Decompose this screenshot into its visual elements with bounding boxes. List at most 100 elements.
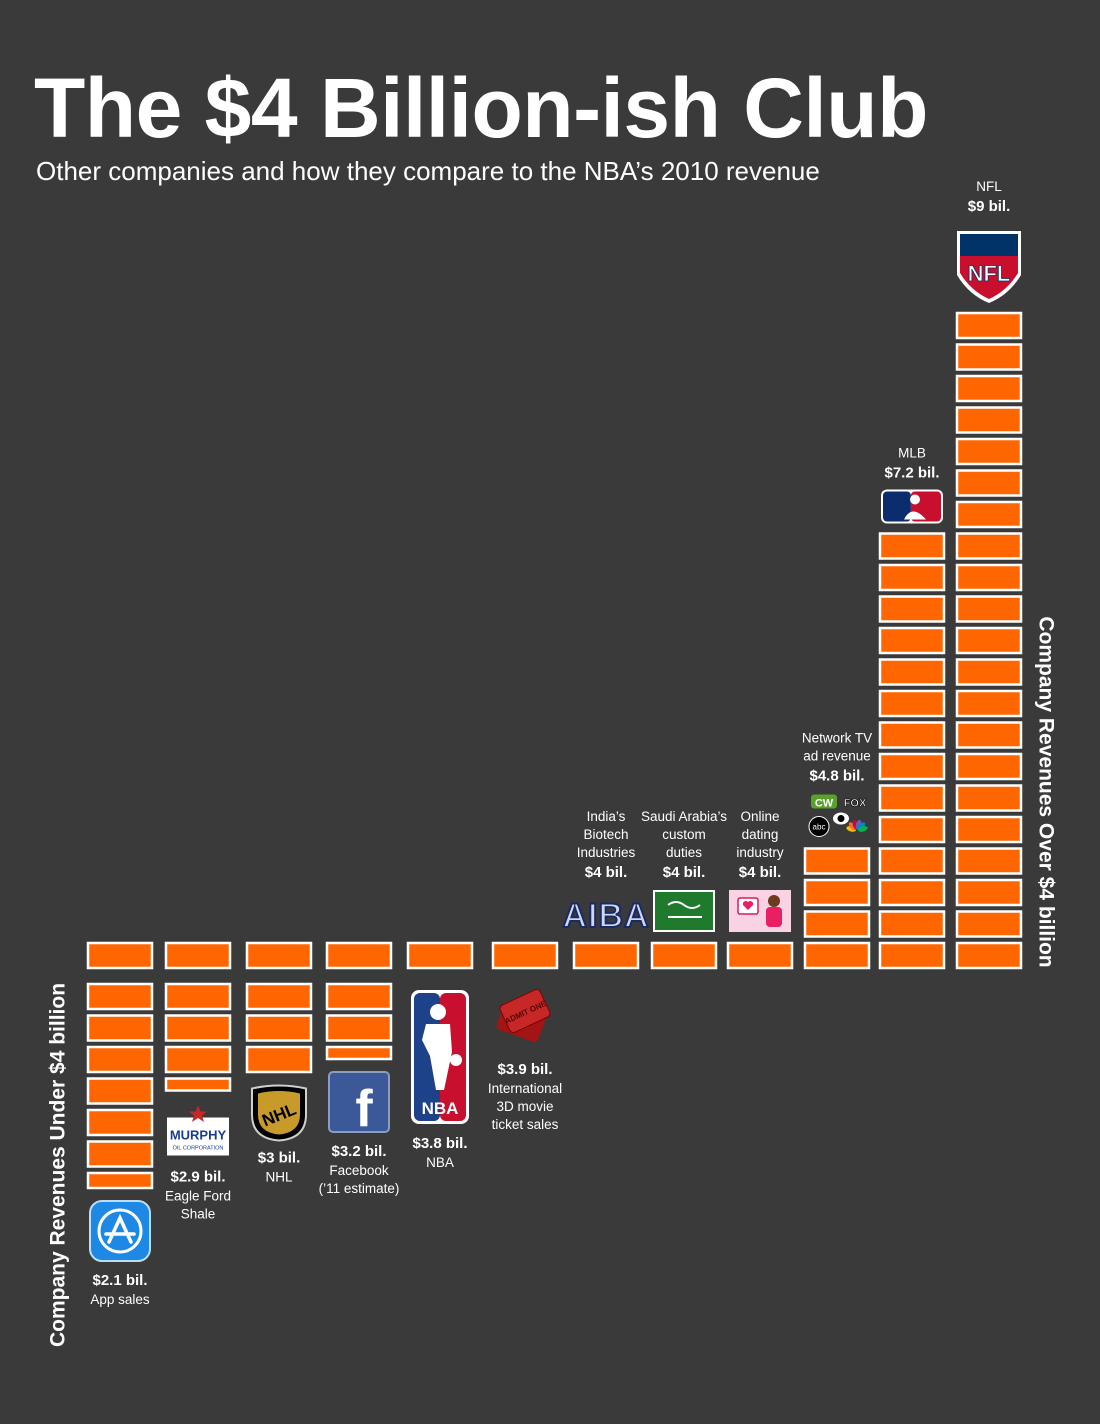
category-label: Shale xyxy=(181,1207,216,1222)
bar-segment xyxy=(955,910,1023,938)
bar-segment xyxy=(245,1045,313,1074)
category-label: 3D movie xyxy=(496,1099,553,1114)
bar-segment xyxy=(955,658,1023,686)
bar-segment xyxy=(325,982,393,1011)
bar-segment xyxy=(878,595,946,623)
bar-segment xyxy=(572,941,640,970)
bar-segment xyxy=(325,941,393,970)
bar-segment xyxy=(164,1077,232,1092)
category-label: duties xyxy=(666,845,702,860)
chart-subtitle: Other companies and how they compare to … xyxy=(36,156,820,186)
movie-ticket-icon: ADMIT ONE xyxy=(496,988,551,1043)
bar-segment xyxy=(164,1045,232,1074)
bar-segment xyxy=(803,941,871,970)
category-label: Saudi Arabia’s xyxy=(641,809,727,824)
value-label: $4 bil. xyxy=(585,864,628,881)
bar-5: ADMIT ONE $3.9 bil. International 3D movie t… xyxy=(488,941,562,1132)
bar-segment xyxy=(878,878,946,907)
bar-4: NBA $3.8 bil. NBA xyxy=(406,941,474,1170)
bar-segment xyxy=(878,941,946,970)
bar-segment xyxy=(955,311,1023,340)
bar-segment xyxy=(955,374,1023,403)
nba-logo: NBA xyxy=(411,990,469,1124)
bar-segment xyxy=(245,1014,313,1042)
value-label: $3 bil. xyxy=(258,1150,301,1167)
category-label: NBA xyxy=(426,1155,454,1170)
bar-segment xyxy=(491,941,559,970)
bar-segment xyxy=(955,721,1023,749)
bar-segment xyxy=(878,847,946,875)
bar-segment xyxy=(325,1045,393,1061)
bar-7: $4 bil. duties custom Saudi Arabia’s xyxy=(641,809,727,970)
saudi-flag-icon xyxy=(653,890,715,932)
bar-segment xyxy=(955,847,1023,875)
bar-segment xyxy=(878,721,946,749)
category-label: India’s xyxy=(587,809,626,824)
nhl-logo: NHL xyxy=(251,1084,307,1142)
category-label: Online xyxy=(740,809,779,824)
category-label: (’11 estimate) xyxy=(319,1181,400,1196)
category-label: Facebook xyxy=(329,1163,389,1178)
bar-segment xyxy=(878,658,946,686)
bar-2: NHL $3 bil. NHL xyxy=(245,941,313,1185)
bar-segment xyxy=(878,752,946,781)
bar-segment xyxy=(86,1014,154,1042)
category-label: App sales xyxy=(90,1292,150,1307)
category-label: dating xyxy=(742,827,779,842)
abc-logo: abc xyxy=(813,823,826,832)
bar-segment xyxy=(955,563,1023,592)
category-label: International xyxy=(488,1081,562,1096)
murphy-logo-subtext: OIL CORPORATION xyxy=(173,1146,224,1152)
nba-logo-text: NBA xyxy=(422,1099,459,1118)
bar-segment xyxy=(245,941,313,970)
axis-label-over: Company Revenues Over $4 billion xyxy=(1034,616,1058,968)
bar-segment xyxy=(86,1045,154,1074)
bar-10: $7.2 bil. MLB xyxy=(878,446,946,970)
category-label: Industries xyxy=(577,845,636,860)
value-label: $4 bil. xyxy=(739,864,782,881)
category-label: NHL xyxy=(265,1170,292,1185)
bar-segment xyxy=(86,1171,154,1190)
value-label: $3.8 bil. xyxy=(412,1135,467,1152)
bar-segment xyxy=(803,878,871,907)
bar-segment xyxy=(86,1108,154,1137)
bar-segment xyxy=(803,910,871,938)
bar-segment xyxy=(955,752,1023,781)
bar-segment xyxy=(164,941,232,970)
value-label: $4.8 bil. xyxy=(809,768,864,785)
bar-segment xyxy=(164,1014,232,1042)
bar-segment xyxy=(406,941,474,970)
bar-segment xyxy=(726,941,794,970)
category-label: Biotech xyxy=(583,827,628,842)
aiba-logo-text: AIBA xyxy=(562,897,649,935)
online-dating-icon xyxy=(729,890,791,932)
category-label: Eagle Ford xyxy=(165,1189,231,1204)
nfl-logo: NFL xyxy=(957,231,1021,303)
bar-0: $2.1 bil. App sales xyxy=(86,941,154,1307)
nfl-logo-text: NFL xyxy=(968,261,1011,286)
bar-segment xyxy=(955,532,1023,560)
category-label: MLB xyxy=(898,446,926,461)
bar-segment xyxy=(955,815,1023,844)
value-label: $3.2 bil. xyxy=(331,1143,386,1160)
value-label: $7.2 bil. xyxy=(884,465,939,482)
category-label: ticket sales xyxy=(492,1117,559,1132)
bar-11: NFL $9 bil. NFL xyxy=(955,179,1023,970)
value-label: $2.9 bil. xyxy=(170,1169,225,1186)
bar-segment xyxy=(878,784,946,812)
category-label: custom xyxy=(662,827,706,842)
bar-segment xyxy=(878,689,946,718)
value-label: $2.1 bil. xyxy=(92,1272,147,1289)
chart-title: The $4 Billion-ish Club xyxy=(34,61,928,155)
bar-segment xyxy=(878,626,946,655)
bar-segment xyxy=(955,343,1023,371)
facebook-logo: f xyxy=(328,1071,390,1138)
bar-segment xyxy=(878,910,946,938)
facebook-logo-text: f xyxy=(355,1080,373,1138)
bar-segment xyxy=(86,1140,154,1168)
mlb-logo xyxy=(881,489,943,524)
value-label: $9 bil. xyxy=(968,198,1011,215)
axis-label-under: Company Revenues Under $4 billion xyxy=(46,982,70,1348)
bar-1: MURPHY OIL CORPORATION $2.9 bil. Eagle Ford… xyxy=(164,941,232,1222)
